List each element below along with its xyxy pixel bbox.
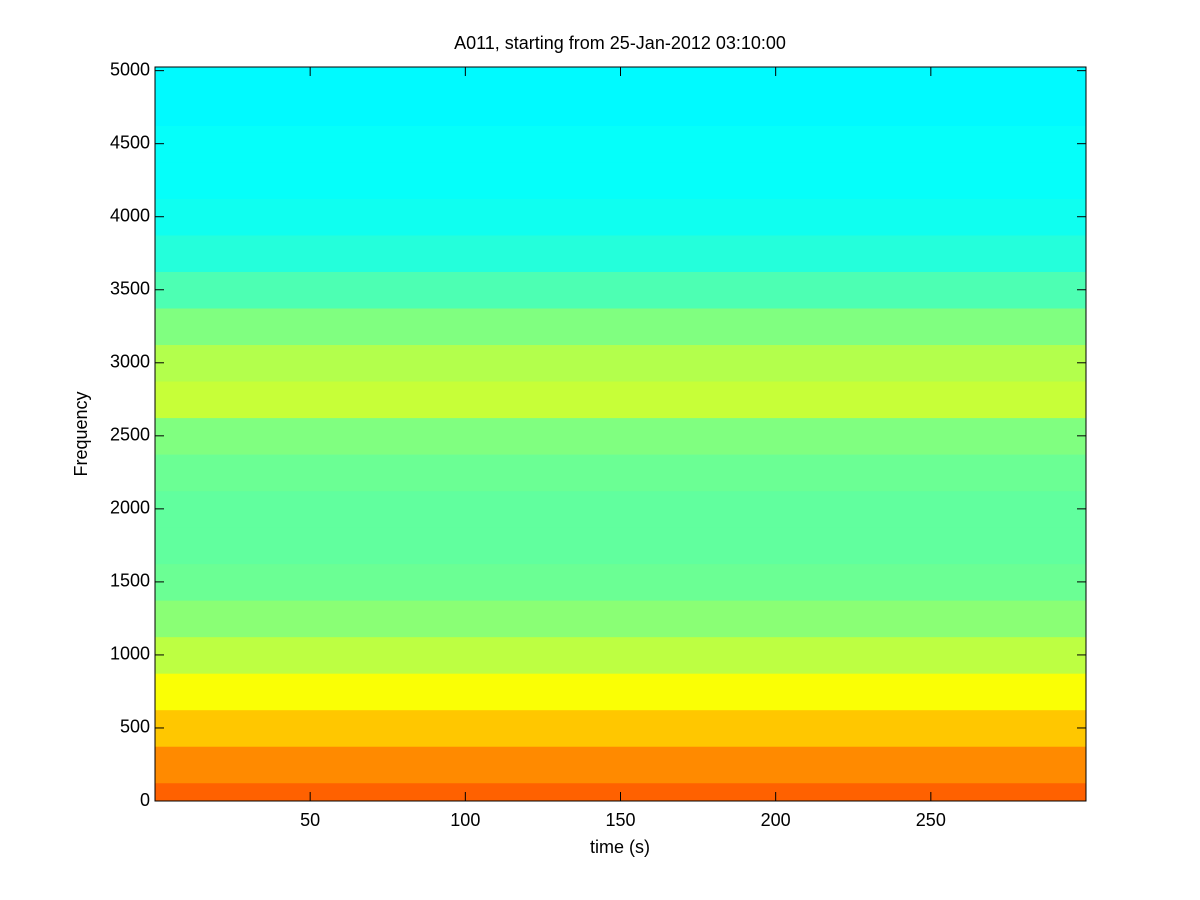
x-axis-label: time (s)	[590, 837, 650, 857]
y-tick-label: 0	[140, 790, 150, 810]
x-tick-label: 100	[450, 810, 480, 830]
chart-title: A011, starting from 25-Jan-2012 03:10:00	[454, 33, 786, 53]
frequency-band	[155, 67, 1086, 90]
x-tick-label: 50	[300, 810, 320, 830]
y-tick-label: 4500	[110, 132, 150, 152]
frequency-band	[155, 490, 1086, 528]
y-tick-label: 500	[120, 717, 150, 737]
frequency-band	[155, 454, 1086, 492]
x-tick-label: 150	[605, 810, 635, 830]
frequency-band	[155, 417, 1086, 455]
y-tick-label: 4000	[110, 205, 150, 225]
frequency-band	[155, 600, 1086, 638]
frequency-band	[155, 673, 1086, 711]
frequency-band	[155, 636, 1086, 674]
y-tick-label: 1000	[110, 644, 150, 664]
y-tick-label: 5000	[110, 59, 150, 79]
frequency-band	[155, 125, 1086, 163]
frequency-band	[155, 198, 1086, 236]
y-tick-label: 3000	[110, 352, 150, 372]
y-tick-label: 2000	[110, 498, 150, 518]
y-axis-label: Frequency	[71, 391, 91, 476]
frequency-band	[155, 234, 1086, 272]
x-tick-label: 250	[916, 810, 946, 830]
frequency-band	[155, 271, 1086, 309]
frequency-band	[155, 563, 1086, 601]
spectrogram-area	[155, 67, 1086, 801]
frequency-band	[155, 782, 1086, 801]
y-tick-label: 1500	[110, 571, 150, 591]
x-tick-label: 200	[761, 810, 791, 830]
frequency-band	[155, 527, 1086, 565]
y-tick-label: 3500	[110, 279, 150, 299]
frequency-band	[155, 344, 1086, 382]
frequency-band	[155, 709, 1086, 747]
frequency-band	[155, 381, 1086, 419]
y-tick-label: 2500	[110, 425, 150, 445]
frequency-band	[155, 308, 1086, 346]
frequency-band	[155, 746, 1086, 784]
frequency-band	[155, 88, 1086, 126]
frequency-band	[155, 161, 1086, 199]
